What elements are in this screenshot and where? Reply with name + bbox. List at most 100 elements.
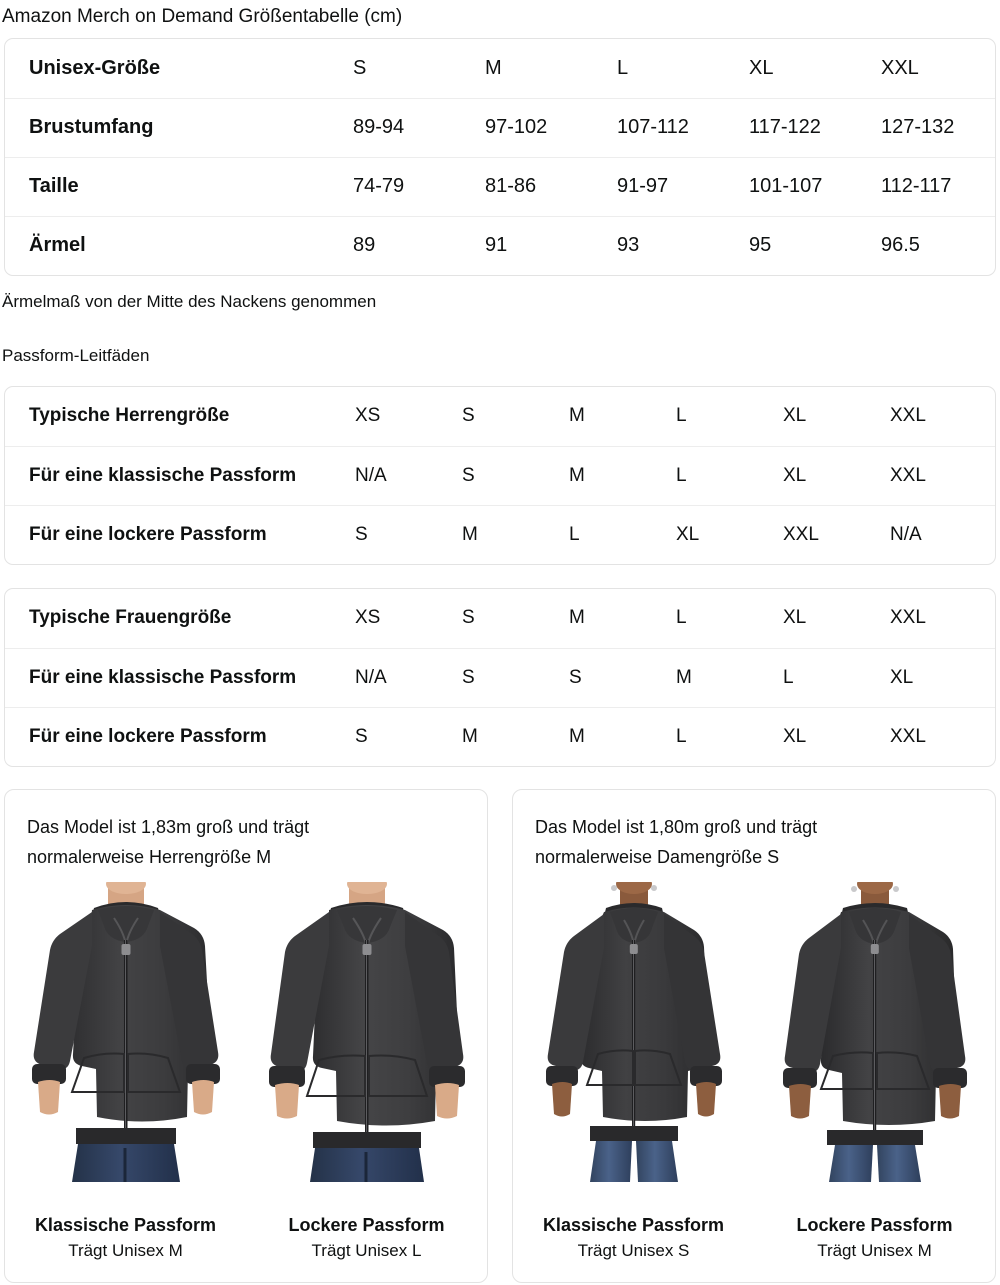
- fit-title: Klassische Passform: [542, 1215, 725, 1235]
- row-cell-5: XL: [783, 405, 807, 427]
- table-row: Ärmel 89 91 93 95 96.5: [5, 215, 995, 275]
- row-cell-s: S: [353, 56, 367, 79]
- fit-subtitle: Trägt Unisex L: [311, 1241, 422, 1260]
- row-cell-2: M: [462, 706, 569, 766]
- row-cell-4: L: [676, 607, 687, 629]
- row-cell-6: XXL: [890, 706, 995, 766]
- row-label: Ärmel: [5, 215, 353, 275]
- row-cell-5: L: [783, 647, 890, 707]
- female-model-classic-fit-hoodie-illustration: [545, 882, 722, 1182]
- table-row: Für eine klassische Passform N/A S S M L…: [5, 647, 995, 707]
- page-title: Amazon Merch on Demand Größentabelle (cm…: [2, 6, 403, 27]
- mens-model-card: Das Model ist 1,83m groß und trägt norma…: [4, 789, 488, 1283]
- row-cell-6: N/A: [890, 504, 995, 564]
- female-model-loose-fit-hoodie-figure: [769, 882, 981, 1182]
- row-cell-4: XL: [676, 504, 783, 564]
- fit-subtitle: Trägt Unisex M: [68, 1241, 183, 1260]
- row-cell-3: M: [569, 607, 585, 629]
- row-cell-s: 89-94: [353, 97, 485, 157]
- row-cell-6: XXL: [890, 607, 926, 629]
- row-cell-s: 74-79: [353, 156, 485, 216]
- row-label: Für eine klassische Passform: [5, 647, 355, 707]
- row-cell-3: M: [569, 706, 676, 766]
- row-cell-4: M: [676, 647, 783, 707]
- womens-model-figures: [513, 882, 995, 1182]
- row-cell-6: XXL: [890, 405, 926, 427]
- male-model-classic-fit-hoodie-illustration: [31, 882, 220, 1182]
- sleeve-measurement-note: Ärmelmaß von der Mitte des Nackens genom…: [2, 292, 377, 311]
- row-cell-6: XXL: [890, 445, 995, 505]
- row-label: Typische Frauengröße: [29, 607, 232, 629]
- row-cell-4: L: [676, 706, 783, 766]
- row-cell-1: S: [355, 504, 462, 564]
- row-cell-3: M: [569, 445, 676, 505]
- row-cell-2: S: [462, 647, 569, 707]
- fit-title: Lockere Passform: [288, 1215, 445, 1235]
- table-row: Brustumfang 89-94 97-102 107-112 117-122…: [5, 97, 995, 157]
- womens-classic-fit-caption: Klassische Passform Trägt Unisex S: [513, 1212, 754, 1264]
- row-cell-3: S: [569, 647, 676, 707]
- mens-fit-guide-table: Typische Herrengröße XS S M L XL XXL Für…: [4, 386, 996, 565]
- row-label: Für eine lockere Passform: [5, 504, 355, 564]
- row-cell-5: XL: [783, 607, 807, 629]
- womens-card-captions: Klassische Passform Trägt Unisex S Locke…: [513, 1212, 995, 1264]
- fit-subtitle: Trägt Unisex M: [817, 1241, 932, 1260]
- row-cell-m: M: [485, 56, 502, 79]
- row-cell-6: XL: [890, 647, 995, 707]
- row-cell-xxl: XXL: [881, 56, 919, 79]
- row-cell-xl: 95: [749, 215, 881, 275]
- fit-subtitle: Trägt Unisex S: [577, 1241, 690, 1260]
- row-cell-xxl: 127-132: [881, 97, 995, 157]
- mens-card-captions: Klassische Passform Trägt Unisex M Locke…: [5, 1212, 487, 1264]
- row-label: Taille: [5, 156, 353, 216]
- row-label: Für eine lockere Passform: [5, 706, 355, 766]
- row-cell-5: XXL: [783, 504, 890, 564]
- row-cell-5: XL: [783, 706, 890, 766]
- womens-fit-guide-table: Typische Frauengröße XS S M L XL XXL Für…: [4, 588, 996, 767]
- row-cell-3: L: [569, 504, 676, 564]
- table-row: Taille 74-79 81-86 91-97 101-107 112-117: [5, 156, 995, 216]
- womens-model-heading: Das Model ist 1,80m groß und trägt norma…: [535, 817, 818, 867]
- row-cell-2: S: [462, 445, 569, 505]
- row-cell-1: XS: [355, 607, 381, 629]
- row-cell-s: 89: [353, 215, 485, 275]
- row-cell-m: 91: [485, 215, 617, 275]
- row-cell-1: N/A: [355, 647, 462, 707]
- row-cell-4: L: [676, 445, 783, 505]
- row-cell-xl: 101-107: [749, 156, 881, 216]
- fit-guides-heading: Passform-Leitfäden: [2, 346, 150, 365]
- row-cell-1: XS: [355, 405, 381, 427]
- womens-model-card: Das Model ist 1,80m groß und trägt norma…: [512, 789, 996, 1283]
- row-cell-1: S: [355, 706, 462, 766]
- female-model-loose-fit-hoodie-illustration: [782, 882, 967, 1182]
- row-cell-l: 107-112: [617, 97, 749, 157]
- mens-model-figures: [5, 882, 487, 1182]
- row-cell-4: L: [676, 405, 687, 427]
- male-model-loose-fit-hoodie-illustration: [268, 882, 465, 1182]
- mens-loose-fit-caption: Lockere Passform Trägt Unisex L: [246, 1212, 487, 1264]
- table-row: Für eine lockere Passform S M L XL XXL N…: [5, 504, 995, 564]
- row-label: Unisex-Größe: [29, 56, 161, 79]
- mens-classic-fit-caption: Klassische Passform Trägt Unisex M: [5, 1212, 246, 1264]
- unisex-size-table: Unisex-Größe S M L XL XXL Brustumfang 89…: [4, 38, 996, 276]
- table-row: Typische Herrengröße XS S M L XL XXL: [5, 387, 995, 446]
- row-cell-l: 93: [617, 215, 749, 275]
- table-row: Typische Frauengröße XS S M L XL XXL: [5, 589, 995, 648]
- row-label: Für eine klassische Passform: [5, 445, 355, 505]
- row-cell-5: XL: [783, 445, 890, 505]
- row-cell-xxl: 96.5: [881, 215, 995, 275]
- fit-title: Klassische Passform: [34, 1215, 217, 1235]
- male-model-loose-fit-hoodie-figure: [261, 882, 473, 1182]
- fit-title: Lockere Passform: [796, 1215, 953, 1235]
- row-cell-m: 81-86: [485, 156, 617, 216]
- row-cell-m: 97-102: [485, 97, 617, 157]
- table-row: Unisex-Größe S M L XL XXL: [5, 39, 995, 98]
- row-cell-2: S: [462, 607, 475, 629]
- male-model-classic-fit-hoodie-figure: [20, 882, 232, 1182]
- row-cell-3: M: [569, 405, 585, 427]
- row-cell-1: N/A: [355, 445, 462, 505]
- row-label: Typische Herrengröße: [29, 405, 230, 427]
- row-cell-l: 91-97: [617, 156, 749, 216]
- row-cell-2: S: [462, 405, 475, 427]
- mens-model-heading: Das Model ist 1,83m groß und trägt norma…: [27, 817, 310, 867]
